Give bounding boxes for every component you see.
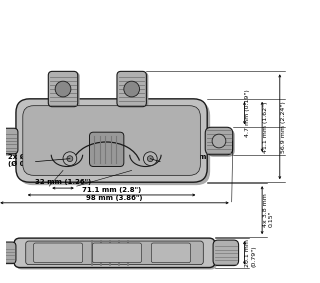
Circle shape bbox=[148, 156, 153, 162]
FancyBboxPatch shape bbox=[151, 243, 190, 263]
FancyBboxPatch shape bbox=[14, 238, 215, 267]
FancyBboxPatch shape bbox=[48, 71, 78, 107]
Text: 32 mm (1.26"): 32 mm (1.26") bbox=[35, 179, 91, 185]
Text: 4x Ø 8.4 mm
(Ø 0.33"): 4x Ø 8.4 mm (Ø 0.33") bbox=[156, 154, 207, 167]
FancyBboxPatch shape bbox=[90, 132, 124, 166]
Circle shape bbox=[212, 134, 226, 148]
FancyBboxPatch shape bbox=[0, 130, 20, 156]
Text: 20.1 mm
(0.79"): 20.1 mm (0.79") bbox=[245, 239, 256, 267]
Text: 2x Ø 4.3 mm
(Ø 0.17"): 2x Ø 4.3 mm (Ø 0.17") bbox=[8, 154, 58, 167]
FancyBboxPatch shape bbox=[117, 71, 146, 107]
Text: 4x 3.8 mm
0.15": 4x 3.8 mm 0.15" bbox=[263, 193, 274, 227]
Text: 4.7 mm (0.19"): 4.7 mm (0.19") bbox=[245, 89, 251, 137]
Text: 56.9 mm (2.24"): 56.9 mm (2.24") bbox=[281, 101, 286, 153]
Circle shape bbox=[124, 81, 140, 97]
FancyBboxPatch shape bbox=[0, 128, 18, 154]
Circle shape bbox=[67, 156, 73, 162]
FancyBboxPatch shape bbox=[213, 240, 239, 265]
FancyBboxPatch shape bbox=[16, 99, 207, 182]
FancyBboxPatch shape bbox=[207, 129, 235, 157]
Text: 71.1 mm (2.8"): 71.1 mm (2.8") bbox=[82, 187, 141, 193]
Circle shape bbox=[55, 81, 71, 97]
FancyBboxPatch shape bbox=[0, 242, 16, 264]
FancyBboxPatch shape bbox=[119, 72, 148, 108]
Text: 98 mm (3.86"): 98 mm (3.86") bbox=[86, 195, 143, 201]
FancyBboxPatch shape bbox=[26, 241, 203, 265]
Circle shape bbox=[63, 152, 77, 166]
FancyBboxPatch shape bbox=[34, 243, 83, 263]
FancyBboxPatch shape bbox=[23, 106, 200, 175]
FancyBboxPatch shape bbox=[92, 243, 141, 263]
FancyBboxPatch shape bbox=[50, 72, 80, 108]
FancyBboxPatch shape bbox=[205, 127, 233, 155]
FancyBboxPatch shape bbox=[16, 240, 217, 269]
FancyBboxPatch shape bbox=[19, 102, 210, 185]
Text: 41.1 mm (1.62"): 41.1 mm (1.62") bbox=[263, 101, 268, 153]
Circle shape bbox=[143, 152, 157, 166]
FancyBboxPatch shape bbox=[121, 91, 142, 101]
FancyBboxPatch shape bbox=[52, 91, 74, 101]
